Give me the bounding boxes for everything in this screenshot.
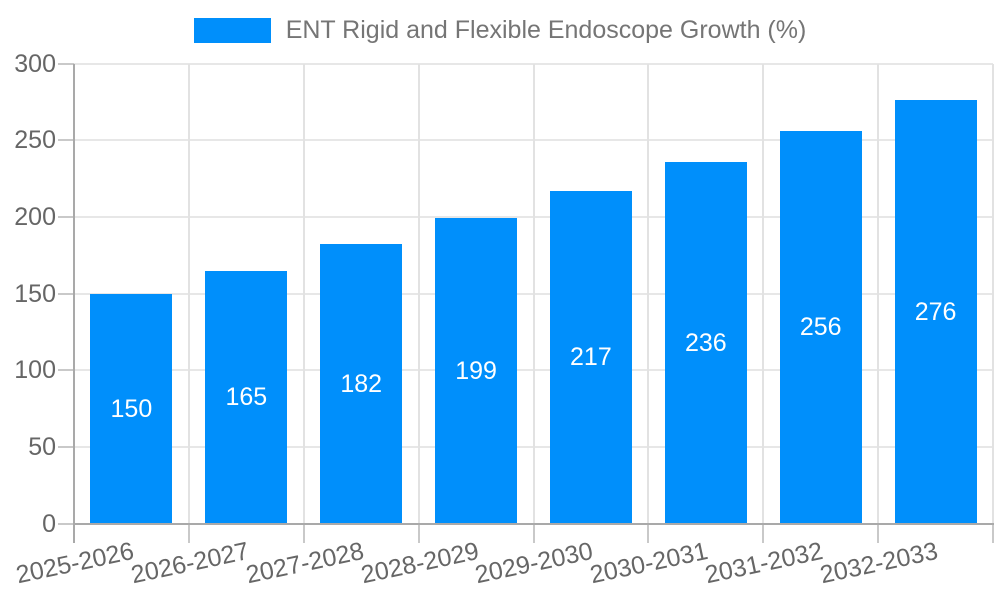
y-axis-label: 150 bbox=[14, 279, 56, 308]
bar-value-label: 236 bbox=[684, 328, 727, 357]
legend[interactable]: ENT Rigid and Flexible Endoscope Growth … bbox=[0, 17, 1000, 44]
x-gridline bbox=[532, 63, 535, 524]
x-axis-label: 2026-2027 bbox=[128, 537, 252, 590]
y-axis-label: 100 bbox=[14, 356, 56, 385]
y-axis-tick bbox=[58, 139, 74, 142]
bar[interactable] bbox=[90, 293, 173, 524]
x-gridline bbox=[302, 63, 305, 524]
y-axis-tick bbox=[58, 215, 74, 218]
x-gridline bbox=[877, 63, 880, 524]
x-axis-tick bbox=[302, 523, 305, 543]
bar[interactable] bbox=[435, 218, 518, 524]
bar-value-label: 165 bbox=[225, 383, 268, 411]
x-axis-label: 2025-2026 bbox=[13, 537, 137, 590]
bar-value-label: 276 bbox=[914, 297, 957, 326]
x-axis-label: 2029-2030 bbox=[472, 537, 596, 590]
bar-value-label: 182 bbox=[340, 370, 383, 398]
x-gridline bbox=[187, 63, 190, 524]
bar[interactable] bbox=[894, 100, 977, 524]
x-axis-tick bbox=[532, 523, 535, 543]
x-gridline bbox=[417, 63, 420, 524]
x-axis-label: 2032-2033 bbox=[817, 537, 941, 590]
y-axis-label: 50 bbox=[28, 432, 56, 461]
x-axis-tick bbox=[187, 523, 190, 543]
x-axis-label: 2028-2029 bbox=[358, 537, 481, 590]
y-axis-tick bbox=[58, 62, 74, 65]
bar-value-label: 199 bbox=[455, 356, 497, 385]
x-axis-label: 2031-2032 bbox=[702, 537, 826, 590]
x-gridline bbox=[647, 63, 650, 524]
x-axis-tick bbox=[877, 523, 880, 543]
y-axis-tick bbox=[58, 292, 74, 295]
bar[interactable] bbox=[320, 244, 403, 524]
x-axis-tick bbox=[762, 523, 765, 543]
x-axis-line bbox=[73, 522, 994, 525]
bar-value-label: 150 bbox=[110, 394, 153, 423]
bar-value-label: 256 bbox=[799, 313, 842, 342]
legend-label: ENT Rigid and Flexible Endoscope Growth … bbox=[285, 16, 807, 44]
y-axis-tick bbox=[58, 369, 74, 372]
y-axis-label: 200 bbox=[14, 202, 56, 231]
y-axis-label: 0 bbox=[42, 509, 56, 538]
legend-swatch-icon bbox=[193, 18, 271, 43]
y-axis-tick bbox=[58, 522, 74, 525]
y-axis-label: 300 bbox=[14, 49, 56, 78]
x-axis-label: 2027-2028 bbox=[243, 537, 367, 590]
x-gridline bbox=[992, 63, 994, 524]
x-axis-tick bbox=[992, 523, 994, 543]
x-axis-tick bbox=[417, 523, 420, 543]
x-axis-label: 2030-2031 bbox=[587, 537, 711, 590]
y-axis-label: 250 bbox=[14, 126, 56, 155]
bar[interactable] bbox=[664, 161, 747, 524]
bar-value-label: 217 bbox=[570, 343, 612, 372]
x-axis-tick bbox=[647, 523, 650, 543]
x-gridline bbox=[762, 63, 765, 524]
bar[interactable] bbox=[205, 270, 288, 524]
y-axis-line bbox=[73, 63, 75, 543]
y-axis-tick bbox=[58, 445, 74, 448]
bar[interactable] bbox=[549, 190, 632, 524]
bar[interactable] bbox=[779, 131, 862, 524]
